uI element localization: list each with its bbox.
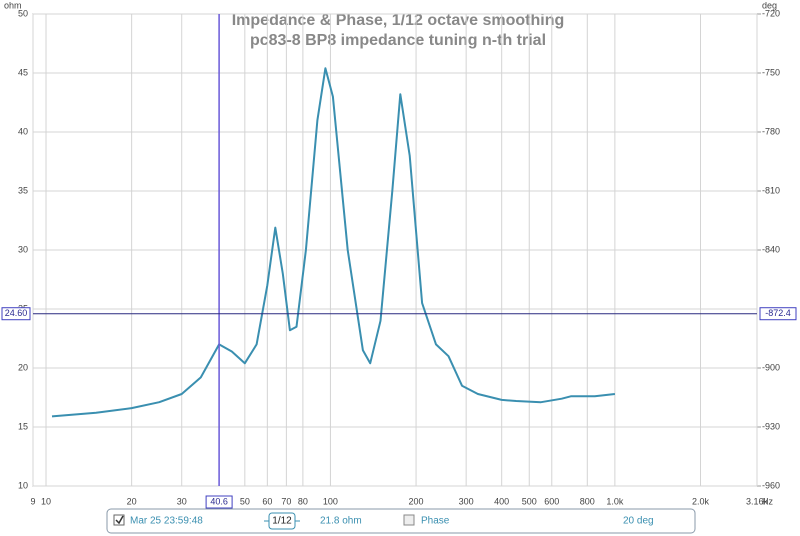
cursor-y2-label: -872.4 (765, 308, 791, 318)
x-tick-label: 50 (240, 496, 250, 506)
y2-axis-label: deg (762, 0, 777, 10)
x-axis-label: Hz (762, 496, 773, 506)
x-tick-label: 200 (409, 496, 424, 506)
x-tick-label: 10 (41, 496, 51, 506)
x-tick-label: 1.0k (606, 496, 624, 506)
y-tick-label: 20 (18, 362, 28, 372)
y2-tick-label: -960 (762, 480, 780, 490)
legend-bar (106, 508, 696, 534)
x-tick-label: 60 (262, 496, 272, 506)
legend-phase: Phase (421, 516, 450, 527)
cursor-y-box (1, 307, 31, 321)
cursor-x-label: 40.6 (210, 496, 228, 506)
chart-title: Impedance & Phase, 1/12 octave smoothing (232, 12, 565, 29)
y-tick-label: 35 (18, 185, 28, 195)
x-tick-label: 600 (544, 496, 559, 506)
x-tick-label: 9 (30, 496, 35, 506)
y2-tick-label: -720 (762, 8, 780, 18)
smoothing-box[interactable] (268, 512, 296, 530)
x-tick-label: 20 (127, 496, 137, 506)
x-tick-label: 300 (459, 496, 474, 506)
legend-phase-value: 20 deg (623, 516, 654, 527)
y-tick-label: 50 (18, 8, 28, 18)
x-tick-label: 800 (580, 496, 595, 506)
x-tick-label: 2.0k (692, 496, 710, 506)
x-tick-label: 80 (298, 496, 308, 506)
cursor-y2-box (759, 307, 797, 321)
checkmark (115, 515, 124, 525)
y-tick-label: 45 (18, 67, 28, 77)
series-line (51, 67, 616, 418)
x-tick-label: 70 (281, 496, 291, 506)
cursor-y-label: 24.60 (5, 308, 28, 318)
chart-subtitle: pc83-8 BP8 impedance tuning n-th trial (250, 32, 546, 49)
y2-tick-label: -750 (762, 67, 780, 77)
y2-tick-label: -780 (762, 126, 780, 136)
legend-series-name: Mar 25 23:59:48 (130, 516, 203, 527)
y-tick-label: 30 (18, 244, 28, 254)
smoothing: 1/12 (272, 516, 292, 527)
legend-series-value: 21.8 ohm (320, 516, 362, 527)
y2-tick-label: -900 (762, 362, 780, 372)
y2-tick-label: -840 (762, 244, 780, 254)
y-axis-label: ohm (4, 0, 22, 10)
x-tick-label: 30 (177, 496, 187, 506)
y-tick-label: 40 (18, 126, 28, 136)
x-tick-label: 400 (494, 496, 509, 506)
x-tick-label: 500 (522, 496, 537, 506)
y2-tick-label: -810 (762, 185, 780, 195)
cursor-x-box (205, 495, 233, 509)
phase-checkbox[interactable] (403, 514, 415, 526)
series-checkbox[interactable] (113, 514, 125, 526)
y2-tick-label: -930 (762, 421, 780, 431)
x-tick-label: 3.16k (746, 496, 769, 506)
y-tick-label: 15 (18, 421, 28, 431)
x-tick-label: 100 (323, 496, 338, 506)
y-tick-label: 10 (18, 480, 28, 490)
